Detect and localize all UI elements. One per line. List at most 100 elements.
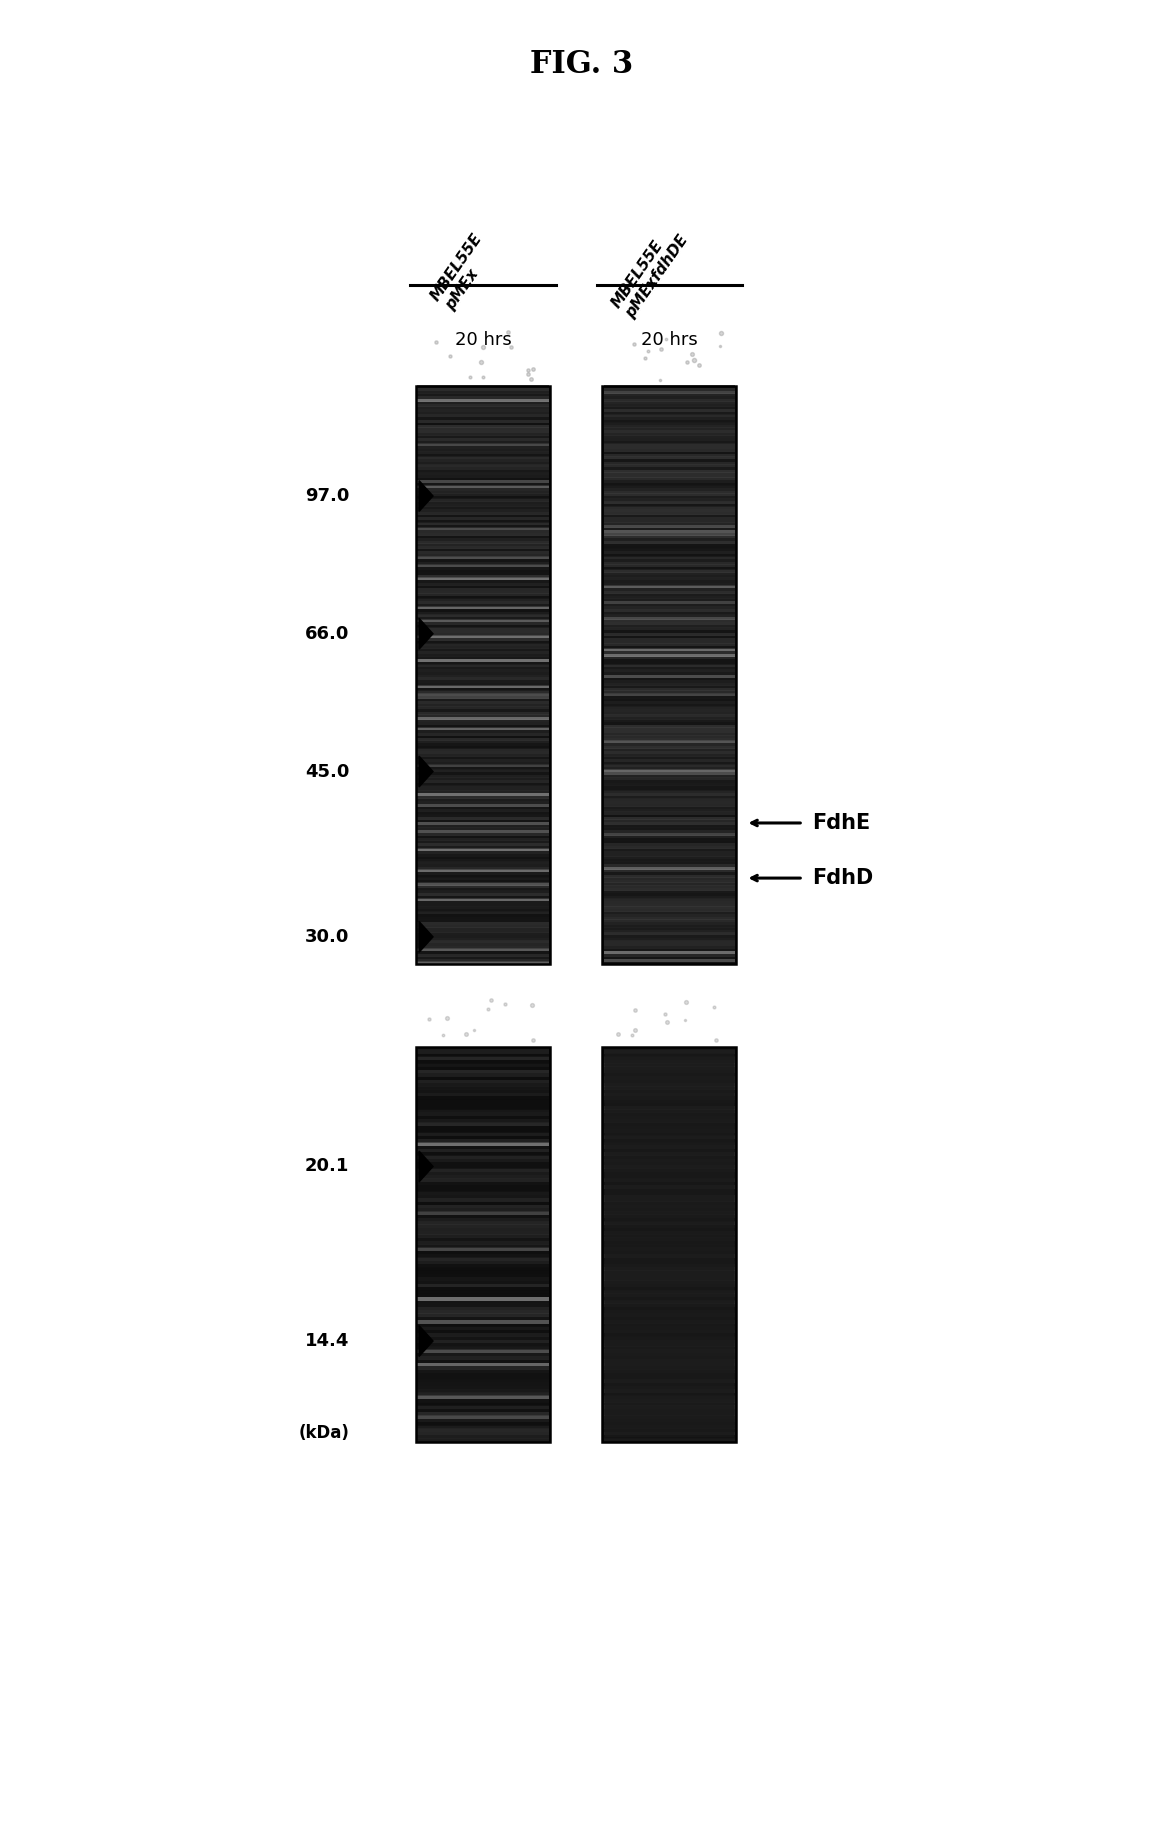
Bar [603,628,736,630]
Bar [417,1389,549,1392]
Bar [603,770,736,772]
Bar [603,1385,736,1389]
Bar [603,1402,736,1405]
Bar [603,1251,736,1255]
Bar [417,461,549,465]
Bar [603,423,736,424]
Text: 20 hrs: 20 hrs [641,331,697,349]
Bar [417,509,549,513]
Bar [417,873,549,874]
Point [521,364,540,393]
Bar [417,909,549,911]
Bar [603,685,736,689]
Bar [603,898,736,902]
Bar [417,1089,549,1093]
Bar [417,1165,549,1168]
Bar [417,1047,549,1442]
Bar [603,904,736,906]
Bar [417,930,549,933]
Bar [603,1201,736,1205]
Bar [417,522,549,525]
Bar [603,391,736,393]
Bar [603,411,736,415]
Bar [417,1392,549,1396]
Bar [603,1288,736,1291]
Bar [417,419,549,423]
Bar [603,1211,736,1214]
Text: 97.0: 97.0 [305,487,349,505]
Bar [417,580,549,582]
Point [471,347,490,377]
Bar [417,922,549,926]
Bar [603,812,736,814]
Bar [417,854,549,856]
Point [480,994,498,1023]
Bar [417,569,549,573]
Bar [603,496,736,500]
Bar [603,891,736,893]
Bar [603,1089,736,1093]
Bar [603,1086,736,1089]
Bar [417,1159,549,1163]
Bar [417,557,549,558]
Bar [603,896,736,898]
Bar [603,1326,736,1330]
Point [438,1003,456,1032]
Bar [603,474,736,478]
Bar [417,1413,549,1416]
Bar [417,661,549,665]
Bar [417,669,549,672]
Bar [603,867,736,869]
Bar [417,1297,549,1301]
Bar [603,625,736,628]
Bar [603,856,736,860]
Bar [417,1367,549,1370]
Bar [417,878,549,880]
Bar [417,467,549,470]
Bar [417,647,549,648]
Bar [603,386,736,964]
Bar [417,459,549,463]
Bar [603,564,736,568]
Bar [417,874,549,878]
Bar [603,472,736,476]
Bar [417,928,549,930]
Bar [603,1398,736,1403]
Bar [417,1414,549,1418]
Bar [417,845,549,849]
Bar [417,698,549,702]
Bar [417,1418,549,1422]
Bar [603,1106,736,1110]
Bar [417,942,549,946]
Bar [417,448,549,452]
Text: MBEL55E
pMExfdhDE: MBEL55E pMExfdhDE [609,222,691,321]
Bar [417,843,549,847]
Bar [417,1363,549,1367]
Bar [417,1385,549,1389]
Bar [603,830,736,832]
Bar [603,959,736,963]
Bar [417,1069,549,1073]
Bar [417,1148,549,1152]
Bar [417,599,549,601]
Point [474,362,492,391]
Bar [603,1238,736,1242]
Bar [417,678,549,680]
Bar [417,1438,549,1442]
Bar [603,641,736,643]
Bar [417,399,549,402]
Bar [417,764,549,768]
Bar [417,498,549,502]
Point [623,1021,641,1051]
Bar [417,696,549,698]
Bar [603,806,736,810]
Bar [417,900,549,904]
Bar [417,1319,549,1323]
Bar [417,1155,549,1159]
Bar [417,1264,549,1268]
Bar [417,1268,549,1271]
Bar [417,757,549,759]
Bar [417,391,549,393]
Bar [417,1047,549,1442]
Bar [417,619,549,623]
